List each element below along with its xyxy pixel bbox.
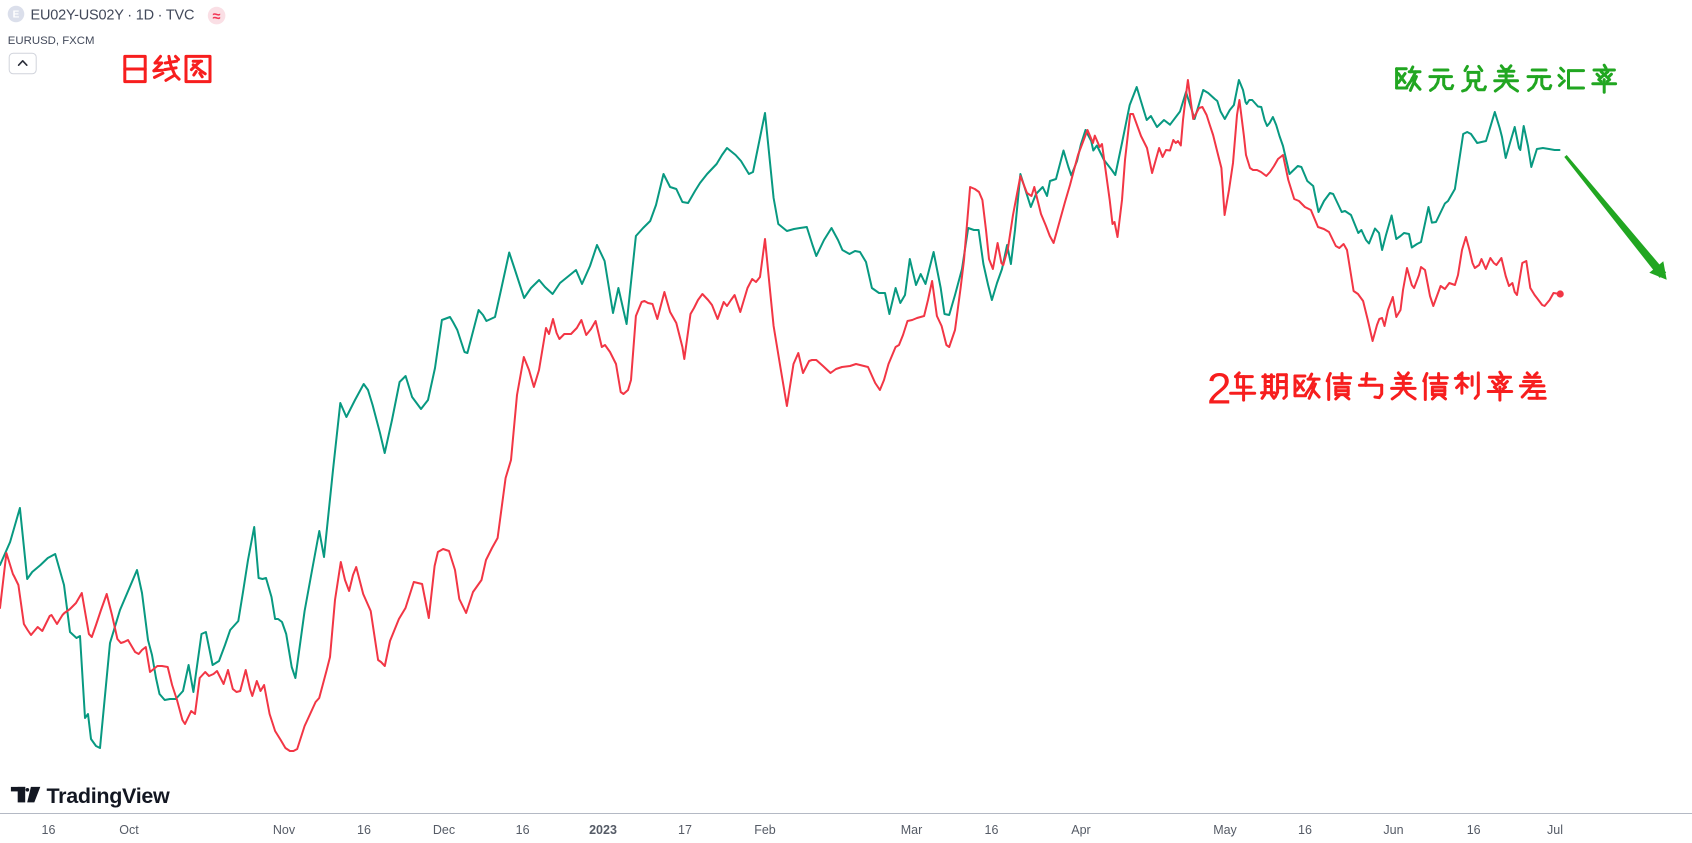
svg-text:Apr: Apr (1071, 823, 1090, 837)
svg-text:Dec: Dec (433, 823, 455, 837)
svg-text:EURUSD, FXCM: EURUSD, FXCM (8, 35, 95, 47)
svg-text:Mar: Mar (901, 823, 923, 837)
svg-text:May: May (1213, 823, 1237, 837)
svg-text:TradingView: TradingView (47, 784, 171, 808)
svg-text:Oct: Oct (119, 823, 139, 837)
svg-text:2: 2 (1207, 365, 1231, 414)
svg-text:2023: 2023 (589, 823, 617, 837)
svg-text:Nov: Nov (273, 823, 296, 837)
svg-text:Jul: Jul (1547, 823, 1563, 837)
svg-text:16: 16 (1467, 823, 1481, 837)
svg-text:17: 17 (678, 823, 692, 837)
svg-text:16: 16 (42, 823, 56, 837)
svg-text:≈: ≈ (213, 9, 221, 25)
svg-text:16: 16 (1298, 823, 1312, 837)
svg-text:E: E (13, 10, 20, 21)
svg-text:Jun: Jun (1383, 823, 1403, 837)
svg-text:16: 16 (985, 823, 999, 837)
svg-text:16: 16 (357, 823, 371, 837)
svg-text:EU02Y-US02Y · 1D · TVC: EU02Y-US02Y · 1D · TVC (31, 8, 195, 24)
svg-text:16: 16 (516, 823, 530, 837)
svg-text:Feb: Feb (754, 823, 776, 837)
